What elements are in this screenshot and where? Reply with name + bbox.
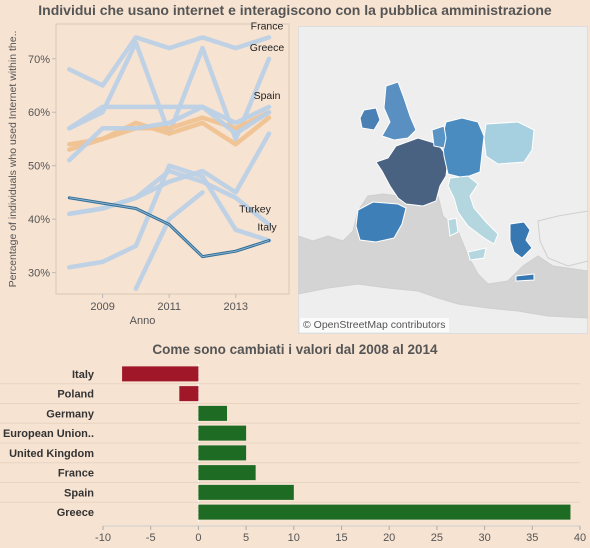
bar-chart-panel[interactable]: Italy Poland Germany European Union.. United… <box>0 362 590 544</box>
bar-poland[interactable] <box>179 386 199 402</box>
series-label-spain: Spain <box>254 90 281 102</box>
line-series-highlight-core <box>69 197 270 258</box>
bar-germany[interactable] <box>198 405 228 421</box>
bar-chart-title: Come sono cambiati i valori dal 2008 al … <box>152 342 438 357</box>
x-tick-label: 2013 <box>224 301 248 313</box>
x-tick-label: 25 <box>431 532 443 543</box>
country-ireland[interactable] <box>359 107 381 131</box>
x-tick-label: 15 <box>335 532 347 543</box>
series-label-france: France <box>251 22 284 32</box>
bar-category-label: Italy <box>72 369 95 381</box>
x-tick-label: 35 <box>526 532 538 543</box>
x-tick-label: 5 <box>243 532 249 543</box>
line-series-france[interactable] <box>67 35 272 88</box>
line-chart-panel[interactable]: 30% 40% 50% 60% 70% 2009 2011 2013 Anno Percentag… <box>0 20 292 332</box>
bar-category-label: France <box>58 468 94 480</box>
bar-category-label: European Union.. <box>3 428 94 440</box>
bar-category-label: Spain <box>64 487 94 499</box>
bar-greece[interactable] <box>198 504 571 520</box>
bar-united-kingdom[interactable] <box>198 445 247 461</box>
bar-european-union[interactable] <box>198 425 247 441</box>
line-series-other[interactable] <box>133 190 205 291</box>
country-spain[interactable] <box>355 201 407 243</box>
line-series-european-union[interactable] <box>67 109 272 147</box>
country-greece[interactable] <box>509 221 533 259</box>
bar-spain[interactable] <box>198 484 294 500</box>
country-united-kingdom[interactable] <box>381 81 417 141</box>
country-netherlands[interactable] <box>431 125 447 149</box>
x-tick-label: 10 <box>288 532 300 543</box>
line-series-spain[interactable] <box>67 104 272 131</box>
country-greece-crete[interactable] <box>515 273 535 282</box>
x-axis-label: Anno <box>130 315 156 327</box>
x-tick-label: 40 <box>574 532 586 543</box>
y-tick-label: 40% <box>28 214 50 226</box>
europe-map[interactable] <box>298 26 588 334</box>
country-poland[interactable] <box>483 121 535 165</box>
y-tick-label: 60% <box>28 107 50 119</box>
x-tick-label: 20 <box>383 532 395 543</box>
country-italy-sicily[interactable] <box>467 247 487 261</box>
x-tick-label: 2009 <box>90 301 114 313</box>
country-italy-sardinia[interactable] <box>447 217 459 237</box>
series-label-greece: Greece <box>250 42 285 54</box>
country-france[interactable] <box>375 137 449 207</box>
bar-category-label: Poland <box>57 389 94 401</box>
x-tick-label: 2011 <box>157 301 181 313</box>
country-italy[interactable] <box>447 175 499 245</box>
map-land-turkey <box>537 210 588 267</box>
map-panel[interactable] <box>298 26 588 334</box>
x-tick-label: -10 <box>95 532 111 543</box>
series-label-turkey: Turkey <box>239 203 271 215</box>
line-series-poland[interactable] <box>67 163 272 270</box>
bar-chart[interactable]: Italy Poland Germany European Union.. United… <box>0 362 590 544</box>
y-tick-label: 50% <box>28 161 50 173</box>
line-chart[interactable]: 30% 40% 50% 60% 70% 2009 2011 2013 Anno Percentag… <box>0 20 292 332</box>
y-tick-label: 70% <box>28 54 50 66</box>
line-series-united-kingdom[interactable] <box>67 104 272 163</box>
y-axis-label: Percentage of individuals who used Inter… <box>7 31 19 288</box>
bar-category-label: Germany <box>46 408 95 420</box>
map-attribution: © OpenStreetMap contributors <box>300 318 449 332</box>
bar-france[interactable] <box>198 465 256 481</box>
country-germany[interactable] <box>441 117 485 179</box>
x-tick-label: 0 <box>195 532 201 543</box>
dashboard-title: Individui che usano internet e interagis… <box>38 2 552 18</box>
line-plot-area <box>55 23 290 295</box>
bar-category-label: United Kingdom <box>9 448 94 460</box>
x-tick-label: 30 <box>478 532 490 543</box>
bar-category-label: Greece <box>57 507 94 519</box>
x-tick-label: -5 <box>146 532 156 543</box>
bar-italy[interactable] <box>122 366 199 382</box>
series-label-italy: Italy <box>257 222 277 234</box>
y-tick-label: 30% <box>28 268 50 280</box>
